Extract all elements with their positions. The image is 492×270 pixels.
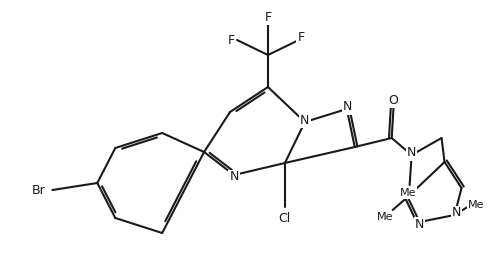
Text: Me: Me: [376, 212, 393, 222]
Text: Me: Me: [468, 200, 485, 210]
Text: F: F: [297, 32, 305, 45]
Text: Me: Me: [400, 188, 416, 198]
Text: Br: Br: [31, 184, 45, 197]
Text: N: N: [407, 147, 416, 160]
Text: N: N: [300, 113, 309, 127]
Text: N: N: [415, 218, 424, 231]
Text: F: F: [227, 33, 235, 46]
Text: N: N: [229, 170, 239, 184]
Text: O: O: [389, 93, 399, 106]
Text: N: N: [452, 207, 461, 220]
Text: Cl: Cl: [278, 211, 290, 224]
Text: F: F: [264, 12, 272, 25]
Text: N: N: [343, 100, 352, 113]
